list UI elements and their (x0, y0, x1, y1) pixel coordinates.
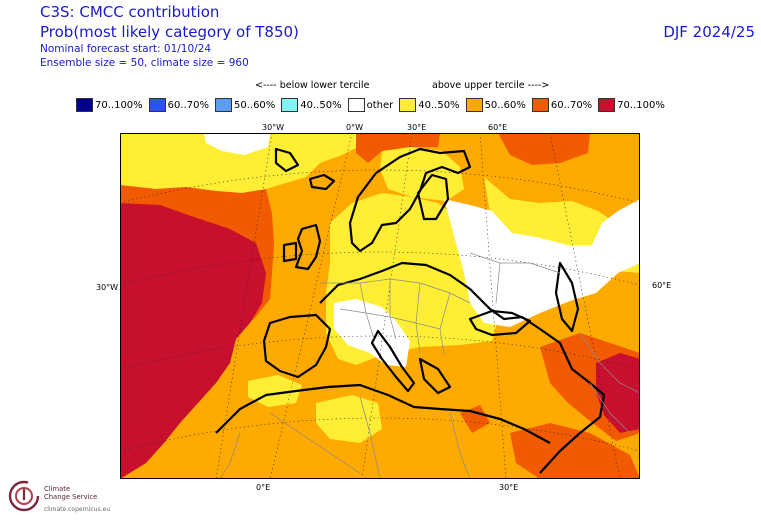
coastline-north-africa (215, 383, 551, 444)
dark-orange-region-south (460, 405, 490, 433)
yellow-region-scandinavia (380, 147, 464, 201)
legend-swatch (399, 98, 417, 112)
legend-swatch (76, 98, 93, 112)
logo-url: climate.copernicus.eu (44, 506, 111, 513)
country-border (415, 282, 421, 354)
logo-inner-ring (15, 487, 33, 505)
coastline-scandinavia (348, 147, 472, 253)
country-border (469, 252, 561, 274)
legend-item-below-60-70: 60..70% (148, 98, 209, 112)
copernicus-logo (8, 480, 40, 512)
logo-text: Climate Change Service (44, 485, 97, 501)
coastline-europe-mainland (319, 261, 606, 474)
logo-line2: Change Service (44, 493, 98, 501)
chart-title: C3S: CMCC contribution (40, 3, 220, 21)
map-frame (120, 133, 640, 479)
legend-label: 40..50% (300, 99, 342, 111)
legend-item-above-50-60: 50..60% (465, 98, 526, 112)
coastline-great-britain (294, 223, 322, 271)
legend-swatch (465, 98, 483, 112)
coastline-black-sea (468, 309, 532, 337)
legend-item-above-40-50: 40..50% (399, 98, 460, 112)
legend-item-above-70-100: 70..100% (598, 98, 665, 112)
coastline-iberia (262, 313, 332, 379)
country-border (219, 432, 241, 479)
white-region-russia (444, 199, 640, 327)
forecast-map (120, 133, 640, 479)
legend-swatch (531, 98, 549, 112)
season-label: DJF 2024/25 (663, 23, 755, 41)
legend-label: 60..70% (550, 99, 593, 111)
country-border (389, 279, 397, 340)
chart-subtitle: Prob(most likely category of T850) (40, 23, 299, 41)
legend-item-below-40-50: 40..50% (281, 98, 342, 112)
country-border (589, 382, 631, 434)
dark-orange-region-north (356, 133, 440, 163)
legend-swatch (148, 98, 166, 112)
legend-label: 60..70% (167, 99, 209, 111)
yellow-region-africa (316, 395, 382, 443)
coastline-greenland (274, 147, 300, 173)
legend-swatch (598, 98, 616, 112)
below-tercile-label: <---- below lower tercile (255, 80, 370, 91)
logo-line1: Climate (44, 485, 71, 493)
lon-label-bottom: 0°E (256, 483, 271, 492)
probability-legend: 70..100% 60..70% 50..60% 40..50% other 4… (76, 98, 671, 112)
forecast-start: Nominal forecast start: 01/10/24 (40, 43, 212, 55)
lon-label-top: 60°E (488, 123, 508, 132)
lon-label-top: 30°E (407, 123, 427, 132)
country-border (320, 278, 471, 304)
logo-ring (8, 480, 40, 512)
coastline-italy (370, 329, 416, 393)
legend-item-below-50-60: 50..60% (214, 98, 276, 112)
dark-orange-region-east-africa (510, 423, 640, 479)
legend-item-above-60-70: 60..70% (531, 98, 593, 112)
lat-label-right: 60°E (652, 281, 672, 290)
legend-label: other (366, 99, 394, 111)
legend-swatch (281, 98, 299, 112)
country-border (359, 282, 375, 340)
country-border (439, 292, 451, 356)
ensemble-size: Ensemble size = 50, climate size = 960 (40, 57, 249, 69)
legend-item-other: other (347, 98, 394, 112)
yellow-region-maghreb (248, 375, 302, 407)
coastline-ireland (282, 241, 298, 263)
red-region-atlantic (120, 203, 266, 479)
coastline-balkans (418, 357, 452, 395)
white-region-arctic (204, 133, 270, 155)
coastline-iceland (308, 173, 336, 191)
legend-swatch (214, 98, 232, 112)
graticule-meridian (269, 133, 353, 479)
country-border (579, 332, 640, 394)
above-tercile-label: above upper tercile ----> (432, 80, 550, 91)
yellow-region-north-atlantic (120, 133, 360, 193)
country-border (359, 396, 381, 479)
legend-swatch (347, 98, 365, 112)
legend-item-below-70-100: 70..100% (76, 98, 143, 112)
legend-label: 40..50% (418, 99, 460, 111)
lat-label-left: 30°W (96, 283, 119, 292)
lon-label-top: 30°W (262, 123, 285, 132)
lon-label-bottom: 30°E (499, 483, 519, 492)
legend-label: 50..60% (233, 99, 276, 111)
coastline-finland (416, 173, 450, 221)
legend-label: 50..60% (484, 99, 526, 111)
legend-label: 70..100% (617, 99, 665, 111)
graticule-meridian (549, 133, 621, 479)
dark-orange-region-northeast (498, 133, 590, 165)
red-region-middle-east (596, 353, 640, 433)
lon-label-top: 0°W (346, 123, 363, 132)
country-border (269, 412, 361, 474)
country-border (449, 412, 471, 479)
legend-label: 70..100% (95, 99, 143, 111)
coastline-caspian (554, 261, 580, 333)
country-border (495, 262, 501, 304)
